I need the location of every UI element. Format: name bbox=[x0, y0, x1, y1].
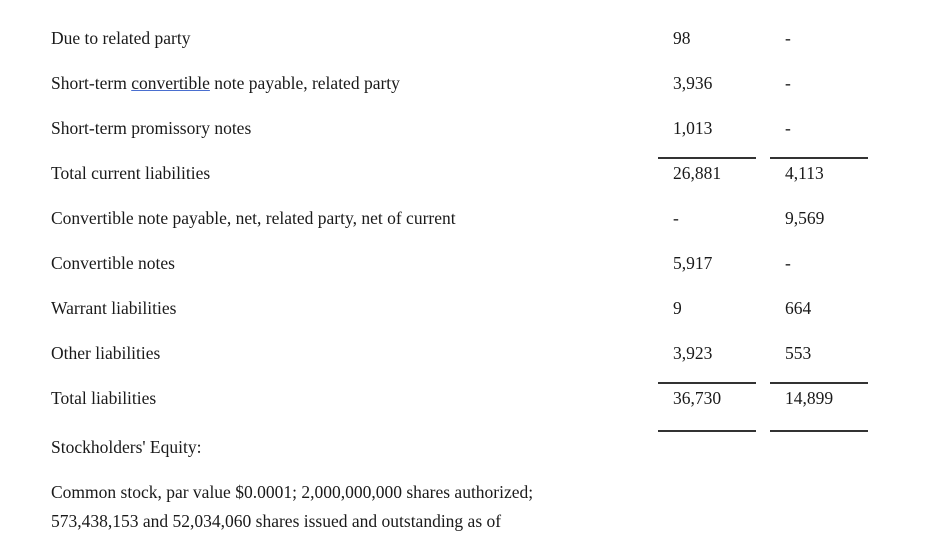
value-prior: 14,899 bbox=[785, 388, 834, 408]
value-current: - bbox=[673, 208, 679, 228]
value-prior: 4,113 bbox=[785, 163, 824, 183]
row-warrant-liabilities: Warrant liabilities 9 664 bbox=[0, 298, 950, 322]
row-label: Short-term promissory notes bbox=[51, 118, 252, 138]
value-current: 1,013 bbox=[673, 118, 713, 138]
row-short-term-promissory-notes: Short-term promissory notes 1,013 - bbox=[0, 118, 950, 142]
row-convertible-notes: Convertible notes 5,917 - bbox=[0, 253, 950, 277]
row-label: Due to related party bbox=[51, 28, 191, 48]
row-other-liabilities: Other liabilities 3,923 553 bbox=[0, 343, 950, 367]
value-current: 5,917 bbox=[673, 253, 713, 273]
divider bbox=[770, 382, 868, 384]
value-prior: - bbox=[785, 118, 791, 138]
value-prior: 9,569 bbox=[785, 208, 825, 228]
value-prior: - bbox=[785, 253, 791, 273]
divider bbox=[658, 430, 756, 432]
value-current: 9 bbox=[673, 298, 682, 318]
value-current: 3,923 bbox=[673, 343, 713, 363]
label-part: note payable, related party bbox=[209, 73, 400, 93]
equity-heading: Stockholders' Equity: bbox=[0, 437, 950, 461]
row-label-line1: Common stock, par value $0.0001; 2,000,0… bbox=[51, 482, 534, 502]
row-total-current-liabilities: Total current liabilities 26,881 4,113 bbox=[0, 163, 950, 187]
row-label: Convertible note payable, net, related p… bbox=[51, 208, 456, 228]
value-prior: 664 bbox=[785, 298, 812, 318]
common-stock-row-continued: 573,438,153 and 52,034,060 shares issued… bbox=[0, 511, 950, 535]
label-part: Short-term bbox=[51, 73, 132, 93]
divider bbox=[658, 382, 756, 384]
divider bbox=[658, 157, 756, 159]
spellcheck-word: convertible bbox=[131, 73, 210, 93]
row-label: Short-term convertible note payable, rel… bbox=[51, 73, 400, 94]
section-heading: Stockholders' Equity: bbox=[51, 437, 202, 457]
value-current: 36,730 bbox=[673, 388, 722, 408]
value-current: 3,936 bbox=[673, 73, 713, 93]
common-stock-row: Common stock, par value $0.0001; 2,000,0… bbox=[0, 482, 950, 506]
value-current: 98 bbox=[673, 28, 691, 48]
row-label: Total current liabilities bbox=[51, 163, 211, 183]
row-label: Total liabilities bbox=[51, 388, 157, 408]
row-short-term-convertible-note: Short-term convertible note payable, rel… bbox=[0, 73, 950, 97]
value-prior: 553 bbox=[785, 343, 812, 363]
value-prior: - bbox=[785, 73, 791, 93]
divider bbox=[770, 430, 868, 432]
row-convertible-note-related-party: Convertible note payable, net, related p… bbox=[0, 208, 950, 232]
row-label: Warrant liabilities bbox=[51, 298, 177, 318]
row-label: Other liabilities bbox=[51, 343, 161, 363]
value-prior: - bbox=[785, 28, 791, 48]
row-label: Convertible notes bbox=[51, 253, 175, 273]
divider bbox=[770, 157, 868, 159]
row-due-to-related-party: Due to related party 98 - bbox=[0, 28, 950, 52]
value-current: 26,881 bbox=[673, 163, 722, 183]
row-label-line2: 573,438,153 and 52,034,060 shares issued… bbox=[51, 511, 502, 531]
row-total-liabilities: Total liabilities 36,730 14,899 bbox=[0, 388, 950, 412]
